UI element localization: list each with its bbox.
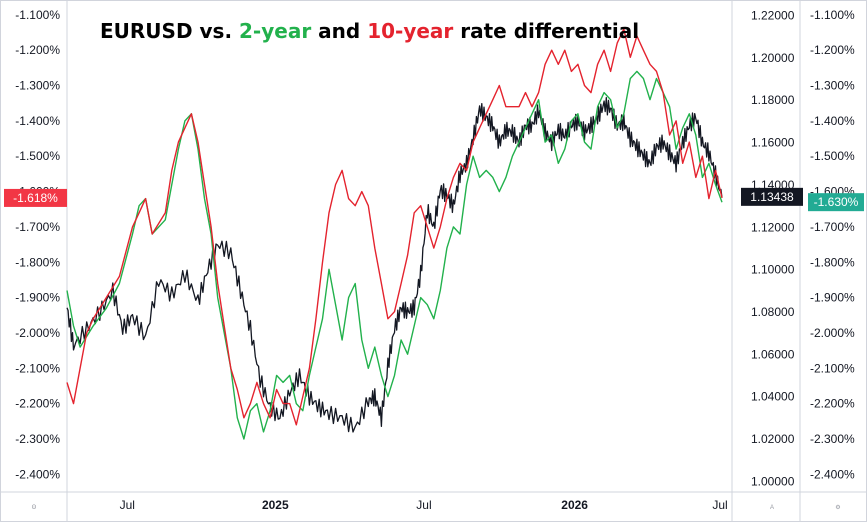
chart-title-part: 2-year [239,19,311,43]
chart-title: EURUSD vs. 2-year and 10-year rate diffe… [100,19,639,43]
left-axis-tick: -1.300% [15,79,60,93]
left-axis-tick: -1.400% [15,114,60,128]
chart-title-part: and [311,19,367,43]
middle-axis-tick: 1.20000 [751,51,795,65]
x-axis-tick: 2026 [561,498,588,512]
left-axis-tick: -1.700% [15,220,60,234]
middle-axis-tick: 1.10000 [751,263,795,277]
left-value-tag-bg [4,188,67,207]
left-axis-tick: -1.900% [15,291,60,305]
right-value-tag-bg [808,193,864,212]
left-axis-tick: -1.100% [15,8,60,22]
right-axis-tick: -1.500% [810,149,855,163]
chart-title-part: rate differential [453,19,639,43]
left-axis-tick: -2.100% [15,361,60,375]
right-axis-tick: -1.400% [810,114,855,128]
left-value-tag-label: -1.618% [13,191,58,205]
x-axis-tick: Jul [120,498,135,512]
series-line-two-year [66,70,723,440]
x-axis-tick: 2025 [262,498,289,512]
left-axis-tick: -1.200% [15,43,60,57]
middle-axis-tick: 1.16000 [751,136,795,150]
right-value-tag-label: -1.630% [814,195,859,209]
left-axis-tick: -1.500% [15,149,60,163]
middle-value-tag-label: 1.13438 [750,190,794,204]
middle-axis-tick: 1.04000 [751,390,795,404]
middle-axis-tick: 1.02000 [751,432,795,446]
x-axis-tick: Jul [416,498,431,512]
left-corner-icon: Ꙩ [32,505,37,511]
middle-axis-tick: 1.12000 [751,220,795,234]
left-axis-tick: -1.800% [15,255,60,269]
right-axis-tick: -1.300% [810,79,855,93]
left-axis-tick: -2.400% [15,467,60,481]
left-axis-tick: -2.000% [15,326,60,340]
middle-axis-tick: 1.22000 [751,9,795,23]
right-axis-tick: -2.000% [810,326,855,340]
left-axis-tick: -2.300% [15,432,60,446]
series-line-eurusd [66,97,723,433]
settings-icon: ⚙ [835,504,840,511]
left-axis-tick: -2.200% [15,397,60,411]
right-axis-tick: -1.200% [810,43,855,57]
right-axis-tick: -2.200% [810,397,855,411]
right-axis-tick: -1.700% [810,220,855,234]
chart-title-part: 10-year [367,19,453,43]
right-axis-tick: -2.400% [810,467,855,481]
chart-title-part: EURUSD vs. [100,19,239,43]
middle-axis-tick: 1.00000 [751,474,795,488]
middle-value-tag-bg [741,187,803,206]
middle-axis-tick: 1.18000 [751,93,795,107]
mid-corner-icon: A [770,505,774,511]
middle-axis-tick: 1.08000 [751,305,795,319]
series-line-ten-year [66,28,723,426]
x-axis-tick: Jul [712,498,727,512]
right-axis-tick: -1.900% [810,291,855,305]
middle-axis-tick: 1.06000 [751,347,795,361]
right-axis-tick: -1.100% [810,8,855,22]
right-axis-tick: -2.300% [810,432,855,446]
right-axis-tick: -1.800% [810,255,855,269]
right-axis-tick: -2.100% [810,361,855,375]
